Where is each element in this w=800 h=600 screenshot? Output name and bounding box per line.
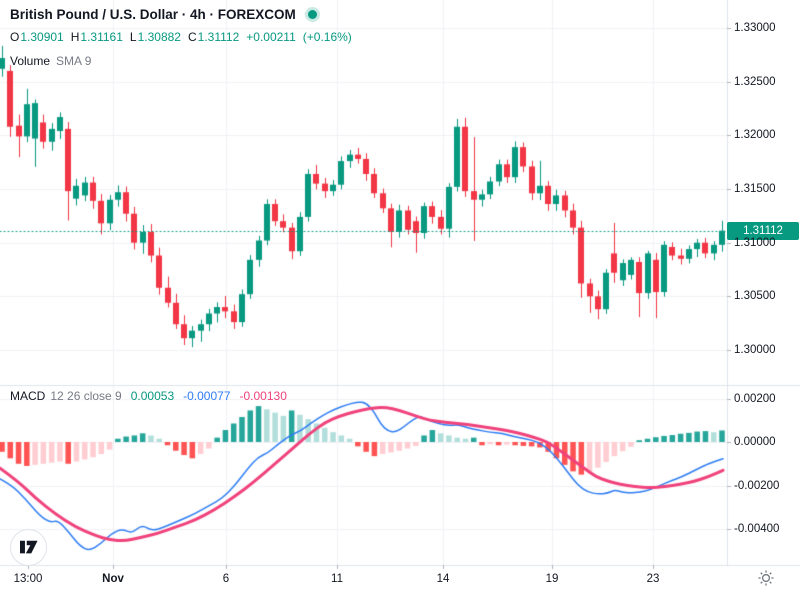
time-axis-label: 14 bbox=[436, 573, 450, 585]
time-axis-label: 6 bbox=[222, 573, 230, 585]
macd-line-value: -0.00077 bbox=[183, 389, 231, 403]
macd-label: MACD bbox=[10, 389, 46, 403]
timezone-settings-button[interactable] bbox=[757, 569, 775, 587]
low-label: L bbox=[129, 30, 137, 44]
price-axis-label: 1.31000 bbox=[734, 236, 776, 249]
change-percent: (+0.16%) bbox=[302, 30, 352, 44]
price-axis-label: 1.32500 bbox=[734, 75, 776, 88]
macd-axis-label: 0.00200 bbox=[734, 392, 776, 405]
volume-sma-label: SMA 9 bbox=[56, 54, 92, 68]
last-price-badge: 1.31112 bbox=[727, 221, 799, 240]
ohlc-legend: O1.30901 H1.31161 L1.30882 C1.31112 +0.00211… bbox=[10, 30, 352, 44]
tradingview-logo-icon bbox=[19, 540, 38, 554]
volume-label: Volume bbox=[10, 54, 51, 68]
open-label: O bbox=[10, 30, 20, 44]
market-status-dot-icon bbox=[307, 10, 317, 19]
time-axis-label: Nov bbox=[102, 573, 124, 585]
time-axis-label: 23 bbox=[646, 573, 660, 585]
macd-params: 12 26 close 9 bbox=[50, 389, 122, 403]
time-axis-label: 13:00 bbox=[13, 573, 43, 585]
macd-axis-label: 0.00000 bbox=[734, 436, 776, 448]
macd-signal-value: -0.00130 bbox=[239, 389, 287, 403]
price-axis-label: 1.30000 bbox=[734, 343, 776, 356]
close-label: C bbox=[187, 30, 197, 44]
macd-axis-label: -0.00200 bbox=[734, 479, 780, 492]
close-value: 1.31112 bbox=[197, 30, 240, 44]
time-axis-label: 19 bbox=[545, 573, 559, 585]
symbol-legend[interactable]: British Pound / U.S. Dollar · 4h · FOREX… bbox=[10, 7, 317, 22]
sun-settings-icon bbox=[758, 570, 774, 586]
change-value: +0.00211 bbox=[246, 30, 296, 44]
time-axis-label: 11 bbox=[331, 573, 343, 585]
price-axis-label: 1.32000 bbox=[734, 129, 776, 142]
macd-hist-value: 0.00053 bbox=[130, 389, 175, 403]
price-axis-label: 1.33000 bbox=[734, 22, 776, 34]
open-value: 1.30901 bbox=[20, 30, 64, 44]
volume-legend[interactable]: Volume SMA 9 bbox=[10, 54, 91, 68]
high-value: 1.31161 bbox=[80, 30, 123, 44]
macd-legend[interactable]: MACD 12 26 close 9 0.00053 -0.00077 -0.00130 bbox=[10, 389, 287, 403]
price-axis-label: 1.30500 bbox=[734, 290, 776, 303]
price-axis-label: 1.31500 bbox=[734, 182, 776, 195]
macd-axis-label: -0.00400 bbox=[734, 523, 780, 535]
high-label: H bbox=[70, 30, 80, 44]
tradingview-logo[interactable] bbox=[10, 529, 47, 566]
low-value: 1.30882 bbox=[137, 30, 181, 44]
symbol-title: British Pound / U.S. Dollar · 4h · FOREX… bbox=[10, 7, 296, 22]
